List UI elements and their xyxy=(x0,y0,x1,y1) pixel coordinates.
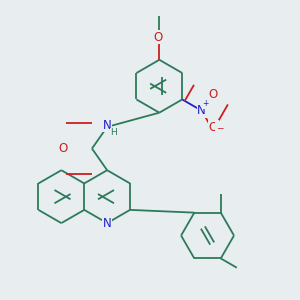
Text: H: H xyxy=(111,128,117,137)
Text: O: O xyxy=(209,121,218,134)
Text: N: N xyxy=(197,104,206,117)
Text: O: O xyxy=(58,142,68,155)
Text: O: O xyxy=(209,88,218,100)
Text: O: O xyxy=(153,31,162,44)
Text: N: N xyxy=(103,119,112,132)
Text: N: N xyxy=(103,217,112,230)
Text: −: − xyxy=(216,123,224,132)
Text: +: + xyxy=(202,99,208,108)
